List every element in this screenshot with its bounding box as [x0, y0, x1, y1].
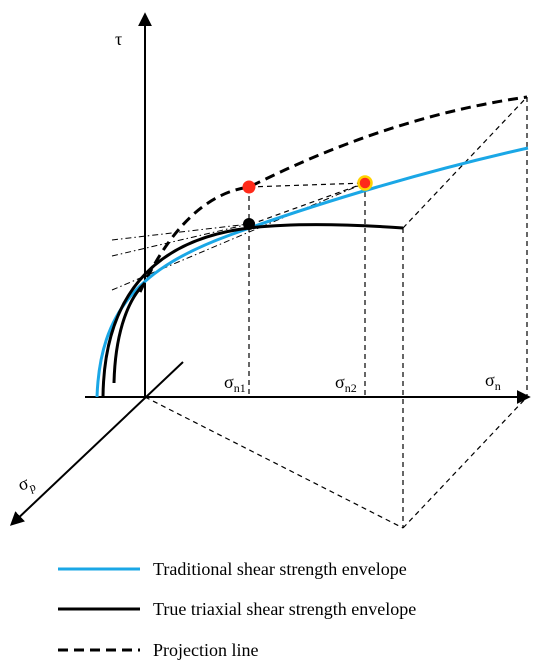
legend-label-projection: Projection line [153, 640, 258, 660]
tau-label: τ [115, 29, 122, 49]
sigma-p-label: σp [15, 471, 37, 498]
tangent-lines [111, 182, 366, 291]
black-point-true-triaxial [243, 218, 255, 230]
true-triaxial-envelope-curve [101, 223, 404, 398]
sigma-n2-label: σn2 [335, 372, 357, 395]
legend: Traditional shear strength envelope True… [58, 559, 416, 660]
legend-label-true-triaxial: True triaxial shear strength envelope [153, 599, 416, 619]
sigma-p-axis [9, 361, 184, 526]
traditional-envelope-curve [95, 146, 529, 398]
projection-line-curve [138, 95, 528, 293]
red-point-traditional [357, 175, 373, 191]
legend-label-traditional: Traditional shear strength envelope [153, 559, 407, 579]
sigma-n-label: σn [485, 370, 501, 393]
true-triaxial-envelope-lower-branch [112, 281, 147, 384]
red-point-projection [242, 180, 256, 194]
sigma-n1-label: σn1 [224, 372, 246, 395]
